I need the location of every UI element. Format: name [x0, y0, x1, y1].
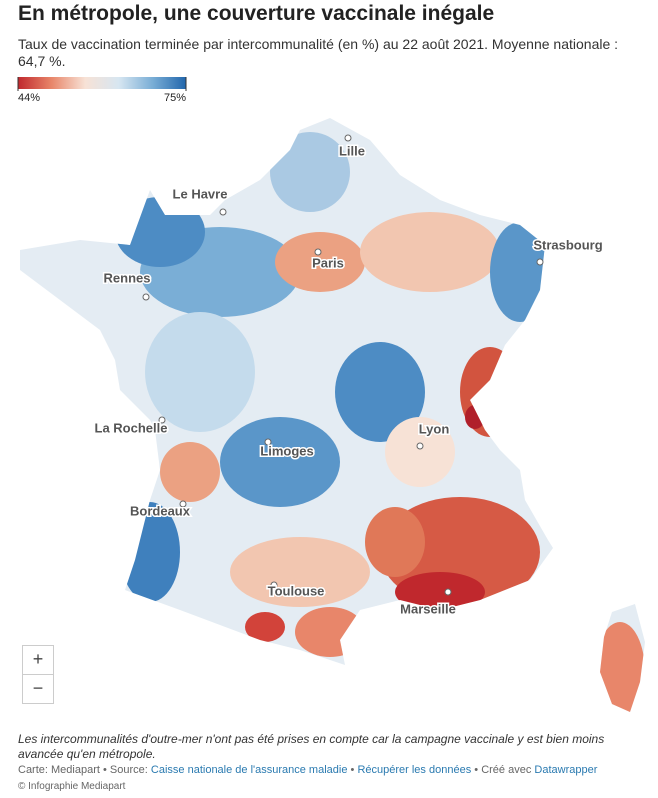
tool-link[interactable]: Datawrapper	[534, 764, 598, 776]
city-label: Paris	[312, 255, 344, 270]
source-label: Source:	[109, 764, 148, 776]
city-dot	[264, 438, 272, 446]
choropleth	[20, 118, 645, 712]
city-dot	[444, 588, 452, 596]
zoom-out[interactable]: −	[22, 674, 54, 704]
city-dot	[344, 134, 352, 142]
zoom-in[interactable]: +	[22, 645, 54, 675]
city-label: Bordeaux	[130, 503, 191, 518]
copyright: © Infographie Mediapart	[18, 781, 126, 792]
title: En métropole, une couverture vaccinale i…	[18, 2, 495, 25]
city-dot	[416, 442, 424, 450]
map: 44% 75% Lille Le Havre Strasbourg Paris Rennes…	[17, 77, 645, 712]
separator: •	[350, 764, 355, 776]
source-link[interactable]: Caisse nationale de l'assurance maladie	[150, 764, 348, 776]
source-line: Carte: Mediapart • Source: Caisse nation…	[18, 764, 597, 776]
legend-label: 75%	[164, 92, 186, 104]
credit: Carte: Mediapart	[18, 764, 100, 776]
city-label: Marseille	[400, 601, 456, 616]
city-label: Lille	[339, 143, 365, 158]
city-dot	[142, 293, 150, 301]
city-label: Rennes	[104, 270, 151, 285]
city-label: Lyon	[419, 421, 450, 436]
separator: •	[474, 764, 479, 776]
city-label: Limoges	[260, 443, 313, 458]
city-label: Le Havre	[173, 186, 228, 201]
city-label: La Rochelle	[95, 420, 168, 435]
city-dot	[314, 248, 322, 256]
data-link[interactable]: Récupérer les données	[357, 764, 472, 776]
city-dot	[158, 416, 166, 424]
city-label: Toulouse	[268, 583, 325, 598]
legend-bar	[18, 77, 186, 89]
subtitle: Taux de vaccination terminée par interco…	[18, 36, 619, 69]
city-dot	[219, 208, 227, 216]
made-with: Créé avec	[481, 764, 532, 776]
city-dot	[536, 258, 544, 266]
separator: •	[103, 764, 107, 776]
city-dot	[270, 581, 278, 589]
city-label: Strasbourg	[533, 237, 602, 252]
footnote: Les intercommunalités d'outre-mer n'ont …	[18, 732, 605, 761]
legend-label: 44%	[18, 92, 40, 104]
city-dot	[179, 500, 187, 508]
